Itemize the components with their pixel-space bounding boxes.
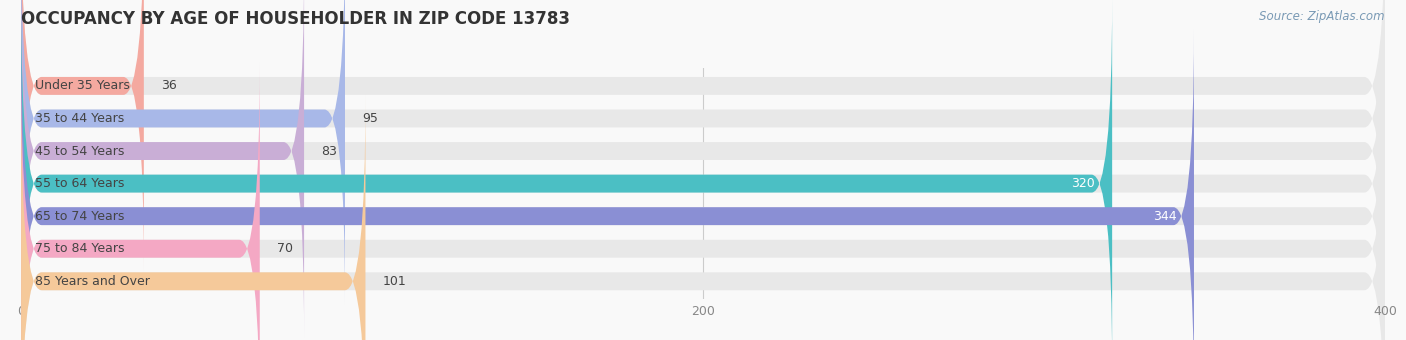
Text: 344: 344 [1153,210,1177,223]
Text: 85 Years and Over: 85 Years and Over [35,275,149,288]
Text: 55 to 64 Years: 55 to 64 Years [35,177,124,190]
Text: 320: 320 [1071,177,1095,190]
FancyBboxPatch shape [21,30,1194,340]
Text: Source: ZipAtlas.com: Source: ZipAtlas.com [1260,10,1385,23]
FancyBboxPatch shape [21,30,1385,340]
Text: Under 35 Years: Under 35 Years [35,80,129,92]
Text: 36: 36 [160,80,177,92]
Text: 65 to 74 Years: 65 to 74 Years [35,210,124,223]
Text: 101: 101 [382,275,406,288]
Text: 35 to 44 Years: 35 to 44 Years [35,112,124,125]
Text: 83: 83 [321,144,337,157]
FancyBboxPatch shape [21,62,260,340]
Text: 95: 95 [363,112,378,125]
FancyBboxPatch shape [21,0,1385,338]
FancyBboxPatch shape [21,95,1385,340]
Text: OCCUPANCY BY AGE OF HOUSEHOLDER IN ZIP CODE 13783: OCCUPANCY BY AGE OF HOUSEHOLDER IN ZIP C… [21,10,569,28]
FancyBboxPatch shape [21,0,1112,340]
FancyBboxPatch shape [21,0,143,272]
FancyBboxPatch shape [21,0,1385,305]
FancyBboxPatch shape [21,0,1385,340]
FancyBboxPatch shape [21,62,1385,340]
FancyBboxPatch shape [21,95,366,340]
FancyBboxPatch shape [21,0,344,305]
Text: 45 to 54 Years: 45 to 54 Years [35,144,124,157]
Text: 75 to 84 Years: 75 to 84 Years [35,242,124,255]
FancyBboxPatch shape [21,0,1385,272]
Text: 70: 70 [277,242,292,255]
FancyBboxPatch shape [21,0,304,338]
